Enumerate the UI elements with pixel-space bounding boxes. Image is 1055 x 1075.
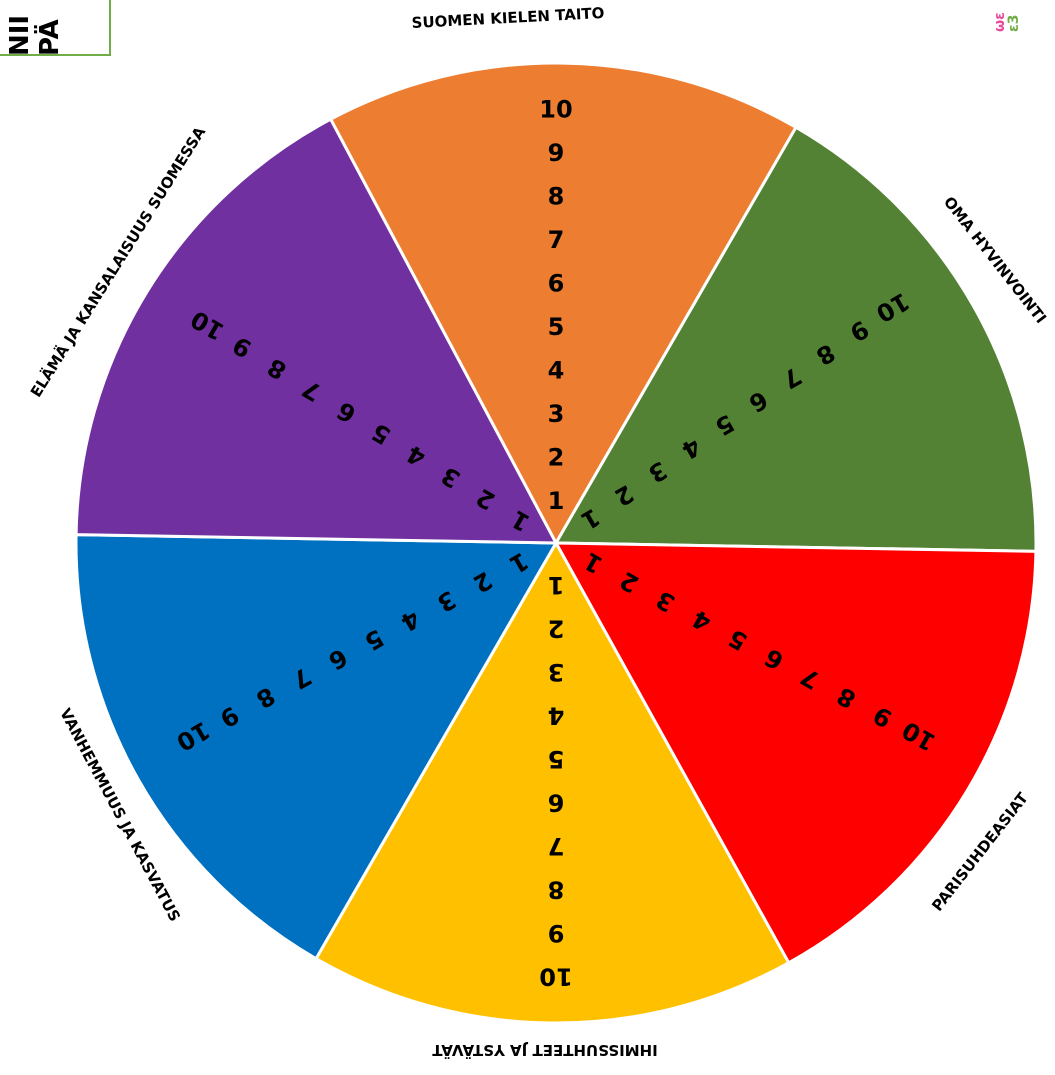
ihmissuhteet-ja-ystavat-scale-2: 2 bbox=[548, 615, 565, 643]
corner-text: NII PÄ bbox=[2, 0, 65, 56]
ihmissuhteet-ja-ystavat-scale-10: 10 bbox=[539, 963, 572, 991]
logo: ωε ε3 bbox=[990, 0, 1030, 40]
ihmissuhteet-ja-ystavat-scale-3: 3 bbox=[548, 658, 565, 686]
suomen-kielen-taito-scale-7: 7 bbox=[548, 226, 565, 254]
suomen-kielen-taito-scale-2: 2 bbox=[548, 444, 565, 472]
label-ihmissuhteet-ja-ystavat: IHMISSUHTEET JA YSTÄVÄT bbox=[431, 1041, 657, 1060]
suomen-kielen-taito-scale-9: 9 bbox=[548, 139, 565, 167]
segment-elama-ja-kansalaisuus-suomessa bbox=[74, 117, 559, 545]
suomen-kielen-taito-scale-8: 8 bbox=[548, 183, 565, 211]
ihmissuhteet-ja-ystavat-scale-8: 8 bbox=[548, 876, 565, 904]
suomen-kielen-taito-scale-6: 6 bbox=[548, 270, 565, 298]
corner-box: NII PÄ bbox=[0, 0, 111, 56]
segment-oma-hyvinvointi bbox=[553, 125, 1038, 553]
ihmissuhteet-ja-ystavat-scale-4: 4 bbox=[548, 702, 565, 730]
ihmissuhteet-ja-ystavat-scale-6: 6 bbox=[548, 789, 565, 817]
segment-ihmissuhteet-ja-ystavat bbox=[313, 539, 791, 1025]
ihmissuhteet-ja-ystavat-scale-7: 7 bbox=[548, 832, 565, 860]
label-suomen-kielen-taito: SUOMEN KIELEN TAITO bbox=[411, 4, 605, 32]
logo-glyph-1: ωε bbox=[992, 12, 1008, 32]
suomen-kielen-taito-scale-3: 3 bbox=[548, 400, 565, 428]
suomen-kielen-taito-scale-10: 10 bbox=[539, 96, 572, 124]
suomen-kielen-taito-scale-5: 5 bbox=[548, 313, 565, 341]
ihmissuhteet-ja-ystavat-scale-1: 1 bbox=[548, 571, 565, 599]
corner-text-line-1: NII bbox=[5, 15, 35, 56]
segment-suomen-kielen-taito bbox=[328, 61, 799, 547]
suomen-kielen-taito-scale-1: 1 bbox=[548, 487, 565, 515]
segment-parisuhdeasiat bbox=[553, 541, 1038, 965]
logo-glyph-2: ε3 bbox=[1006, 14, 1022, 32]
ihmissuhteet-ja-ystavat-scale-9: 9 bbox=[548, 919, 565, 947]
ihmissuhteet-ja-ystavat-scale-5: 5 bbox=[548, 745, 565, 773]
segment-vanhemmuus-ja-kasvatus bbox=[74, 533, 559, 961]
corner-text-line-2: PÄ bbox=[33, 19, 65, 56]
suomen-kielen-taito-scale-4: 4 bbox=[548, 357, 565, 385]
